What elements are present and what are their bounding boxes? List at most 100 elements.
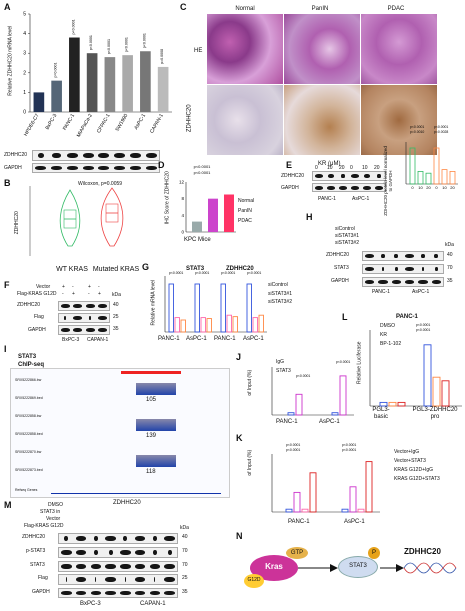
blot-band xyxy=(365,280,375,284)
peak xyxy=(136,455,176,467)
cell-label: PGL3-basic xyxy=(372,407,390,420)
cell-label: PANC-1 xyxy=(288,519,310,525)
gtp-node xyxy=(286,547,308,559)
target-gene: ZDHHC20 xyxy=(404,547,441,556)
blot-band xyxy=(314,174,324,178)
blot-band xyxy=(105,591,116,595)
bar xyxy=(409,147,416,185)
p-value: p<0.0001 xyxy=(142,33,146,48)
line-label: BxPC-3 xyxy=(80,601,101,607)
panel-g-legend: siControl xyxy=(268,282,288,288)
blot-gapdh xyxy=(58,588,178,598)
panel-g-legend: siSTAT3#2 xyxy=(268,299,292,305)
panel-j-legend: IgG xyxy=(276,359,285,365)
p-value: p<0.0001 xyxy=(107,39,111,54)
blot-band xyxy=(365,254,375,258)
panel-k-legend: KRAS G12D+IgG xyxy=(394,467,434,473)
blot-label: GAPDH xyxy=(331,278,349,284)
p-value: p<0.0001 xyxy=(194,170,212,175)
blot-band xyxy=(154,577,156,582)
blot-band xyxy=(381,254,385,258)
blot-gapdh xyxy=(58,325,110,335)
blot-band xyxy=(93,550,98,555)
bar xyxy=(208,198,218,232)
track-label: SRX5222870.bw xyxy=(15,450,42,454)
x-tick-label: 0 xyxy=(435,185,438,190)
panel-label-k: K xyxy=(236,433,243,443)
blot-band xyxy=(64,536,69,541)
blot-band xyxy=(60,328,70,332)
blot-band xyxy=(338,185,348,190)
blot-band xyxy=(129,153,141,158)
bar xyxy=(425,172,432,185)
bar xyxy=(433,147,440,185)
p-value: p=0.0001 xyxy=(54,63,58,78)
p-value: p<0.0001 xyxy=(286,443,300,447)
panel-c-row: ZDHHC20 xyxy=(186,104,193,133)
panel-j-ylabel: of Input (%) xyxy=(247,369,254,396)
p-value: p<0.0001 xyxy=(286,448,300,452)
bar xyxy=(168,283,174,333)
blot-label: GAPDH xyxy=(4,165,22,171)
bar xyxy=(397,401,406,407)
blot-band xyxy=(326,185,336,190)
blot-band xyxy=(105,536,116,541)
dna-icon xyxy=(403,562,457,574)
blot-band xyxy=(364,174,370,178)
dose-label: 0 xyxy=(315,165,318,171)
y-tick-label: 3 xyxy=(23,51,26,57)
panel-label-c: C xyxy=(180,2,187,12)
p-value: p<0.0001 xyxy=(221,271,235,275)
sign-label: - xyxy=(88,291,90,297)
panel-label-a: A xyxy=(4,2,11,12)
histology-he-pdac xyxy=(361,14,437,84)
stat3-node xyxy=(338,556,378,578)
blot-band xyxy=(134,564,146,569)
y-tick-label: 8 xyxy=(181,196,184,201)
kda-label: kDa xyxy=(445,242,454,248)
bar xyxy=(295,393,303,416)
blot-label: ZDHHC20 xyxy=(281,173,305,179)
blot-band xyxy=(73,304,83,308)
blot-band xyxy=(73,316,83,320)
g12d-label: G12D xyxy=(247,577,261,583)
bar xyxy=(86,53,98,112)
panel-k-ylabel: of Input (%) xyxy=(247,449,254,476)
blot-label: ZDHHC20 xyxy=(22,534,46,540)
x-tick-label: MIAPaCa-2 xyxy=(76,113,94,139)
region-highlight xyxy=(121,371,181,374)
dose-label: 0 xyxy=(350,165,353,171)
blot-band xyxy=(108,550,113,555)
peak-value: 139 xyxy=(146,433,157,439)
p-value: p<0.0001 xyxy=(195,271,209,275)
blot-band xyxy=(52,153,62,158)
blot-band xyxy=(120,550,131,555)
bar xyxy=(423,344,432,407)
panel-f-row: Flag-KRAS G12D xyxy=(17,291,57,297)
y-tick-label: 0 xyxy=(23,110,26,116)
blot-zdhhc20 xyxy=(362,251,444,261)
p-value: p=0.0008 xyxy=(160,49,164,64)
blot-band xyxy=(98,328,108,332)
peak xyxy=(136,419,176,431)
blot-band xyxy=(381,267,385,271)
panel-m-row: Vector xyxy=(46,516,61,522)
line-label: CAPAN-1 xyxy=(87,337,109,343)
mw-label: 40 xyxy=(447,252,453,258)
bar xyxy=(301,508,309,513)
bar xyxy=(122,55,133,112)
panel-label-l: L xyxy=(342,312,348,322)
panel-k-legend: KRAS G12D+STAT3 xyxy=(394,476,440,482)
blot-band xyxy=(98,166,110,170)
phospho-label: P xyxy=(371,550,376,556)
x-tick-label: CFPAC-1 xyxy=(96,113,112,134)
y-tick-label: 1 xyxy=(23,90,26,96)
bar xyxy=(200,317,206,333)
blot-band xyxy=(85,304,95,308)
p-value: p<0.0001 xyxy=(342,448,356,452)
panel-c-row: HE xyxy=(194,48,203,54)
blot-band xyxy=(65,577,67,582)
panel-label-m: M xyxy=(4,500,12,510)
bar xyxy=(140,51,151,112)
